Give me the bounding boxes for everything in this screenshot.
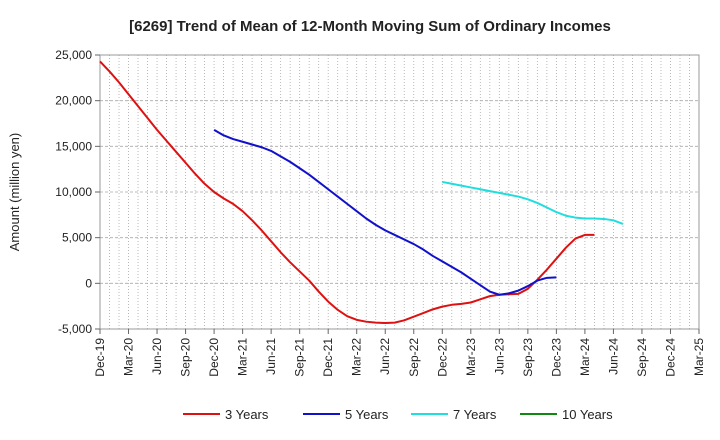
legend: 3 Years 5 Years 7 Years 10 Years: [183, 407, 613, 422]
x-tick-label: Dec-19: [93, 338, 107, 377]
x-tick-label: Jun-20: [150, 338, 164, 375]
y-tick-label: -5,000: [58, 322, 92, 336]
x-tick-label: Dec-23: [549, 338, 563, 377]
x-tick-label: Sep-20: [179, 338, 193, 377]
y-tick-label: 5,000: [62, 231, 92, 245]
legend-entry: 5 Years: [345, 407, 389, 422]
x-tick-label: Jun-22: [378, 338, 392, 375]
legend-entry: 7 Years: [453, 407, 497, 422]
series-line-3-years: [99, 60, 595, 325]
series-line-7-years: [442, 180, 624, 225]
x-tick-label: Mar-21: [236, 338, 250, 376]
chart-title: [6269] Trend of Mean of 12-Month Moving …: [129, 18, 611, 35]
x-tick-label: Mar-25: [692, 338, 706, 376]
y-tick-label: 25,000: [55, 48, 92, 62]
x-tick-label: Sep-24: [635, 338, 649, 377]
y-tick-label: 20,000: [55, 94, 92, 108]
y-axis: 25,000 20,000 15,000 10,000 5,000 0 -5,000: [55, 48, 100, 336]
x-tick-label: Jun-23: [492, 338, 506, 375]
plot-area: [99, 54, 700, 330]
x-axis: Dec-19 Mar-20 Jun-20 Sep-20 Dec-20 Mar-21 Jun-…: [93, 329, 706, 377]
y-tick-label: 15,000: [55, 139, 92, 153]
series-line-5-years: [213, 129, 557, 296]
series-lines: [99, 60, 624, 325]
x-tick-label: Jun-21: [264, 338, 278, 375]
y-axis-label: Amount (million yen): [7, 133, 22, 252]
x-tick-label: Dec-20: [207, 338, 221, 377]
x-tick-label: Jun-24: [606, 338, 620, 375]
x-tick-label: Mar-23: [464, 338, 478, 376]
y-tick-label: 10,000: [55, 185, 92, 199]
legend-entry: 3 Years: [225, 407, 269, 422]
x-tick-label: Mar-20: [122, 338, 136, 376]
x-tick-label: Dec-21: [321, 338, 335, 377]
x-tick-label: Sep-21: [293, 338, 307, 377]
x-tick-label: Mar-22: [350, 338, 364, 376]
x-tick-label: Sep-23: [521, 338, 535, 377]
x-tick-label: Dec-22: [435, 338, 449, 377]
grid: [100, 55, 699, 329]
x-tick-label: Sep-22: [407, 338, 421, 377]
y-tick-label: 0: [85, 276, 92, 290]
legend-entry: 10 Years: [562, 407, 613, 422]
x-tick-label: Dec-24: [663, 338, 677, 377]
x-tick-label: Mar-24: [578, 338, 592, 376]
